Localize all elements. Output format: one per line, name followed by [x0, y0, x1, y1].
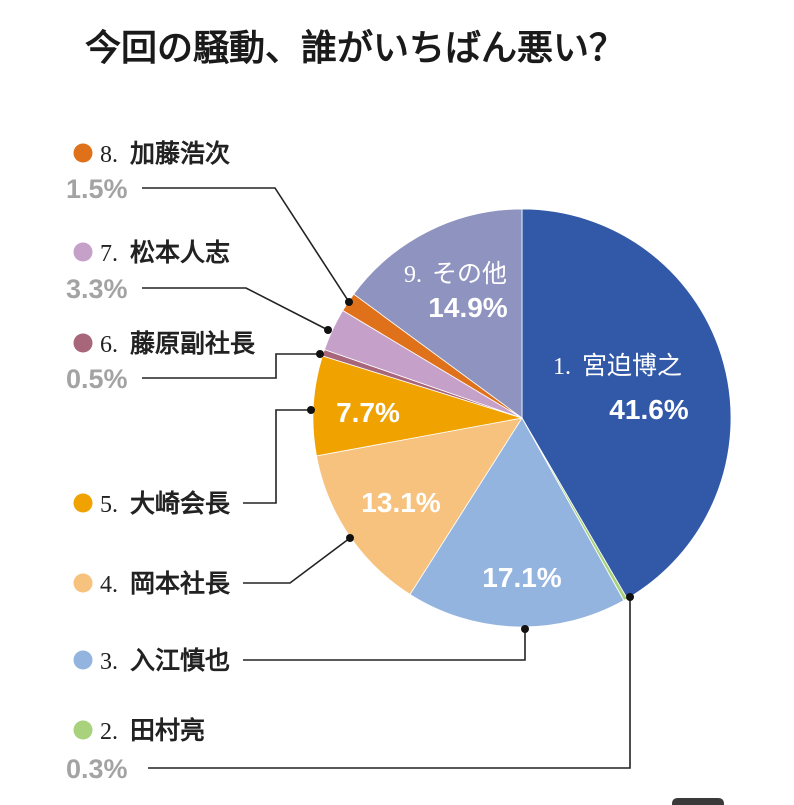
legend-value-7: 3.3% — [66, 274, 128, 304]
leader-line-7 — [142, 287, 329, 331]
legend-label-7-number: 7. — [100, 241, 118, 267]
leader-dot-5 — [307, 406, 315, 414]
chart-title: 今回の騒動、誰がいちばん悪い？ — [85, 28, 625, 69]
slice-label-9-number: 9. — [404, 262, 422, 288]
legend-swatch-3 — [73, 650, 93, 670]
leader-dot-4 — [346, 534, 354, 542]
legend-label-8-number: 8. — [100, 142, 118, 168]
slice-label-9: 9. その他 — [404, 259, 507, 288]
pie-slice-9 — [353, 208, 523, 419]
leader-dot-7 — [324, 326, 332, 334]
legend-value-2: 0.3% — [66, 754, 128, 784]
pie-slice-1 — [521, 208, 732, 600]
slice-value-9: 14.9% — [428, 292, 507, 323]
legend-label-6: 6. 藤原副社長 — [100, 329, 256, 358]
overlay-button[interactable] — [672, 798, 724, 805]
slice-label-1: 1. 宮迫博之 — [553, 351, 682, 380]
legend-label-4-number: 4. — [100, 572, 118, 598]
slice-value-4: 13.1% — [361, 487, 440, 518]
leader-line-2 — [148, 597, 631, 769]
leader-dot-3 — [521, 625, 529, 633]
legend-label-6-number: 6. — [100, 332, 118, 358]
legend-value-6: 0.5% — [66, 364, 128, 394]
slice-label-1-name: 宮迫博之 — [582, 351, 682, 380]
legend-swatch-2 — [73, 720, 93, 740]
legend-label-8: 8. 加藤浩次 — [100, 139, 230, 168]
legend-label-2-number: 2. — [100, 719, 118, 745]
pie-slices — [312, 208, 732, 628]
leader-dot-2 — [626, 593, 634, 601]
legend-label-4: 4. 岡本社長 — [100, 569, 231, 598]
legend-swatch-7 — [73, 242, 93, 262]
legend-swatch-5 — [73, 493, 93, 513]
legend-label-2-name: 田村亮 — [130, 716, 205, 745]
slice-label-1-number: 1. — [553, 354, 571, 380]
legend-label-3-number: 3. — [100, 649, 118, 675]
slice-value-5: 7.7% — [336, 397, 400, 428]
legend-label-8-name: 加藤浩次 — [129, 139, 230, 168]
legend-label-5-name: 大崎会長 — [130, 489, 231, 518]
slice-value-1: 41.6% — [609, 394, 688, 425]
legend-swatch-4 — [73, 573, 93, 593]
slice-label-9-name: その他 — [432, 259, 507, 288]
legend-label-7-name: 松本人志 — [130, 238, 230, 267]
leader-dot-6 — [316, 350, 324, 358]
legend-label-5: 5. 大崎会長 — [100, 489, 231, 518]
legend-label-6-name: 藤原副社長 — [130, 329, 256, 358]
slice-value-3: 17.1% — [482, 562, 561, 593]
leader-line-6 — [142, 353, 320, 379]
leader-dot-8 — [345, 298, 353, 306]
leader-line-4 — [243, 537, 351, 584]
legend-label-7: 7. 松本人志 — [100, 238, 230, 267]
legend-swatch-6 — [73, 333, 93, 353]
pie-slice-3 — [409, 417, 625, 628]
legend-label-5-number: 5. — [100, 492, 118, 518]
legend-label-4-name: 岡本社長 — [130, 569, 231, 598]
legend-label-3-name: 入江慎也 — [130, 646, 230, 675]
legend-value-8: 1.5% — [66, 174, 128, 204]
leader-line-3 — [243, 629, 526, 661]
leader-line-8 — [142, 187, 350, 303]
legend-label-3: 3. 入江慎也 — [100, 646, 230, 675]
leader-line-5 — [243, 409, 311, 504]
pie-slice-5 — [312, 355, 523, 457]
legend-swatch-8 — [73, 143, 93, 163]
legend-label-2: 2. 田村亮 — [100, 716, 205, 745]
